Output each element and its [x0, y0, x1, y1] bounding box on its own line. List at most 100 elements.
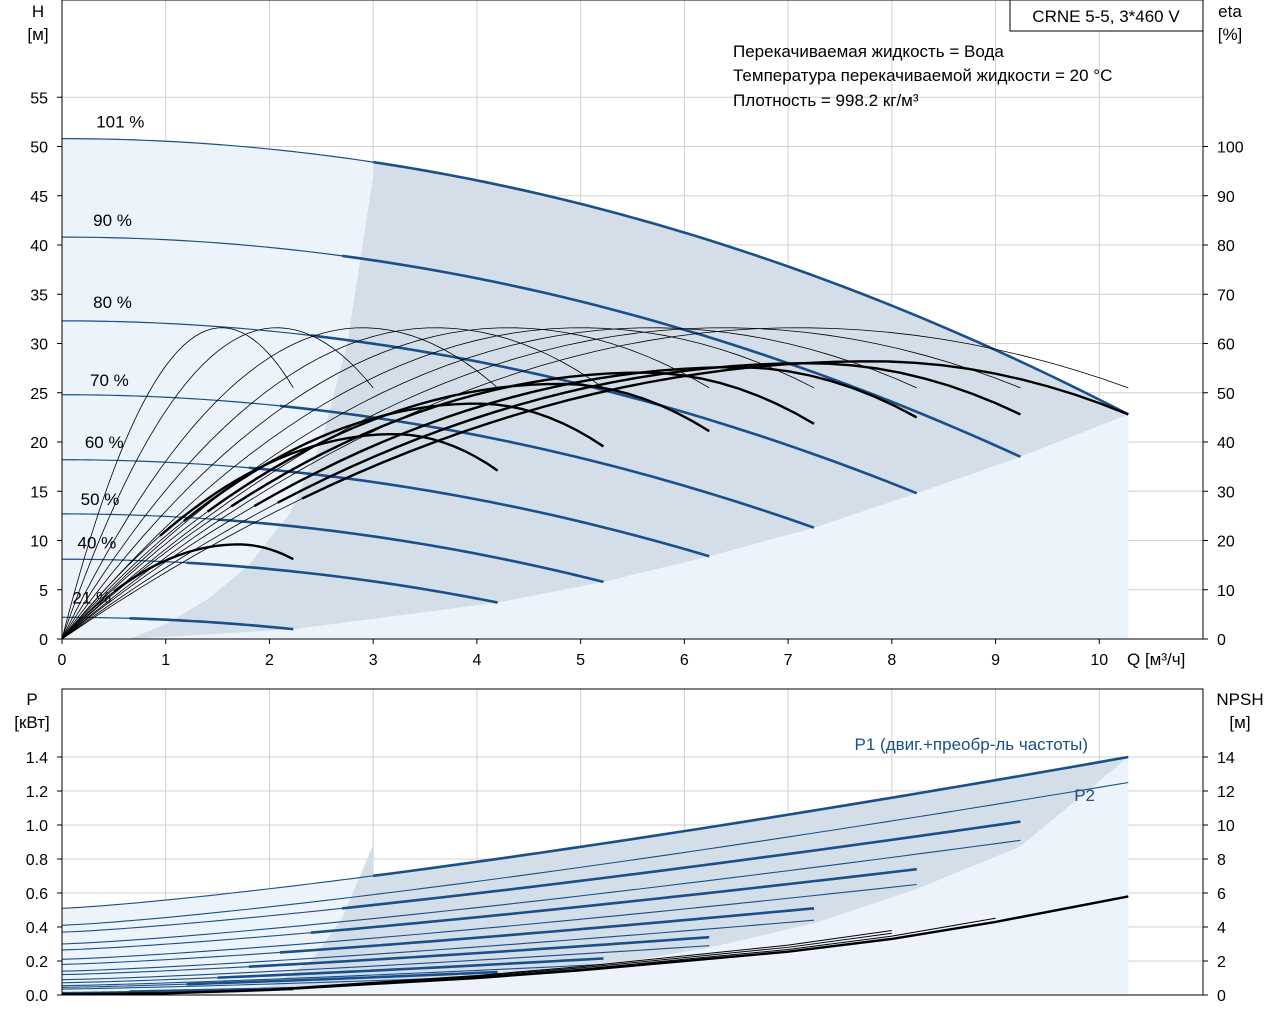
p1-curve-thin [61, 951, 280, 965]
speed-label-0: 101 % [96, 113, 144, 132]
p1-curve-0 [373, 755, 1129, 878]
head-curve-4 [248, 466, 710, 558]
speed-label-4: 60 % [85, 433, 124, 452]
p1-curve-thin [61, 907, 343, 933]
y-axis-unit-h: [м] [27, 25, 48, 44]
x-tick-label: 1 [161, 652, 170, 669]
p-tick-label: 1.4 [26, 750, 48, 767]
speed-label-6: 40 % [78, 533, 117, 552]
y-tick-label: 0 [39, 632, 48, 649]
p-tick-label: 0.6 [26, 886, 48, 903]
p1-curve-thin [61, 875, 374, 909]
speed-label-3: 70 % [90, 371, 129, 390]
head-curve-thin [61, 459, 249, 469]
bottom-operating-area [62, 757, 1129, 995]
p1-series-label: P1 (двиг.+преобр-ль частоты) [855, 735, 1088, 754]
y2-tick-label: 30 [1217, 484, 1235, 501]
efficiency-curve-thin [61, 505, 255, 640]
x-tick-label: 6 [680, 652, 689, 669]
efficiency-curve-thin [61, 498, 303, 640]
npsh-tick-label: 0 [1217, 988, 1226, 1005]
y-tick-label: 20 [30, 435, 48, 452]
p2-curve-3 [61, 919, 815, 972]
title-box [1009, 0, 1204, 32]
y2-tick-label: 100 [1217, 140, 1244, 157]
y-tick-label: 55 [30, 90, 48, 107]
x-axis-label: Q [м³/ч] [1127, 650, 1185, 669]
speed-label-1: 90 % [93, 211, 132, 230]
p-axis-unit: [кВт] [14, 713, 49, 732]
npsh-tick-label: 8 [1217, 852, 1226, 869]
note-density: Плотность = 998.2 кг/м³ [733, 91, 919, 110]
y2-tick-label: 0 [1217, 632, 1226, 649]
y-tick-label: 40 [30, 238, 48, 255]
x-tick-label: 2 [265, 652, 274, 669]
head-curve-2 [310, 334, 918, 495]
efficiency-curve-6 [277, 362, 1021, 504]
p2-curve-5 [61, 963, 604, 987]
note-temperature: Температура перекачиваемой жидкости = 20… [733, 66, 1112, 85]
head-curve-thin [61, 394, 280, 407]
efficiency-ghost-curve-0 [61, 327, 294, 640]
npsh-tick-label: 14 [1217, 750, 1235, 767]
efficiency-ghost-curve-4 [61, 327, 710, 640]
speed-label-5: 50 % [81, 490, 120, 509]
p1-curve-3 [279, 907, 815, 954]
efficiency-curve-7 [301, 360, 1129, 500]
y2-axis-label-eta: eta [1218, 2, 1242, 21]
efficiency-ghost-curve-8 [61, 327, 1129, 640]
p1-curve-5 [217, 957, 604, 979]
top-plot-frame [61, 0, 1204, 640]
p2-curve-2 [61, 883, 917, 960]
npsh-axis-label: NPSH [1216, 690, 1263, 709]
note-liquid: Перекачиваемая жидкость = Вода [733, 42, 1004, 61]
head-curve-7 [129, 617, 294, 631]
p-tick-label: 0.2 [26, 954, 48, 971]
x-tick-label: 8 [887, 652, 896, 669]
efficiency-curve-4 [230, 371, 815, 508]
efficiency-ghost-curve-6 [61, 327, 917, 640]
efficiency-curve-thin [61, 506, 232, 640]
efficiency-curve-thin [61, 502, 278, 640]
bottom-axes: 0.0 0.2 0.4 0.6 0.8 1.0 1.2 1.4 0 2 4 6 8 10 12 14 [26, 688, 1235, 1005]
y2-tick-label: 70 [1217, 287, 1235, 304]
y2-tick-label: 60 [1217, 337, 1235, 354]
x-tick-label: 9 [991, 652, 1000, 669]
p1-curve-thin [61, 977, 218, 984]
npsh-tick-label: 10 [1217, 818, 1235, 835]
head-curve-0 [372, 160, 1129, 416]
x-tick-label: 0 [58, 652, 67, 669]
head-curve-thin [61, 513, 218, 521]
p1-curve-thin [61, 983, 187, 988]
y-tick-label: 45 [30, 189, 48, 206]
y2-axis-unit-eta: [%] [1218, 25, 1243, 44]
p1-curve-thin [61, 932, 311, 951]
x-tick-label: 10 [1090, 652, 1108, 669]
head-curve-thin [61, 320, 312, 337]
p2-curve-1 [61, 839, 1021, 945]
efficiency-curve-3 [206, 382, 710, 513]
head-curve-thin [61, 236, 343, 257]
x-tick-label: 7 [784, 652, 793, 669]
y-tick-label: 30 [30, 337, 48, 354]
y-tick-label: 15 [30, 484, 48, 501]
efficiency-ghost-curve-3 [61, 327, 604, 640]
p1-curve-6 [186, 970, 498, 986]
p1-curve-2 [310, 867, 917, 934]
npsh-tick-label: 2 [1217, 954, 1226, 971]
p1-curve-thin [61, 966, 249, 976]
y2-tick-label: 10 [1217, 583, 1235, 600]
operating-area [129, 162, 1129, 639]
p-tick-label: 0.0 [26, 988, 48, 1005]
head-curve-thin [61, 138, 374, 163]
speed-label-7: 21 % [72, 588, 111, 607]
head-curve-6 [186, 561, 498, 604]
p1-curve-thin [61, 990, 130, 993]
p-axis-label: P [26, 690, 37, 709]
chart-title: CRNE 5-5, 3*460 V [1032, 7, 1180, 26]
y-tick-label: 5 [39, 583, 48, 600]
efficiency-curve-0 [113, 543, 294, 593]
p1-curve-1 [341, 820, 1021, 910]
head-curve-5 [217, 518, 604, 584]
